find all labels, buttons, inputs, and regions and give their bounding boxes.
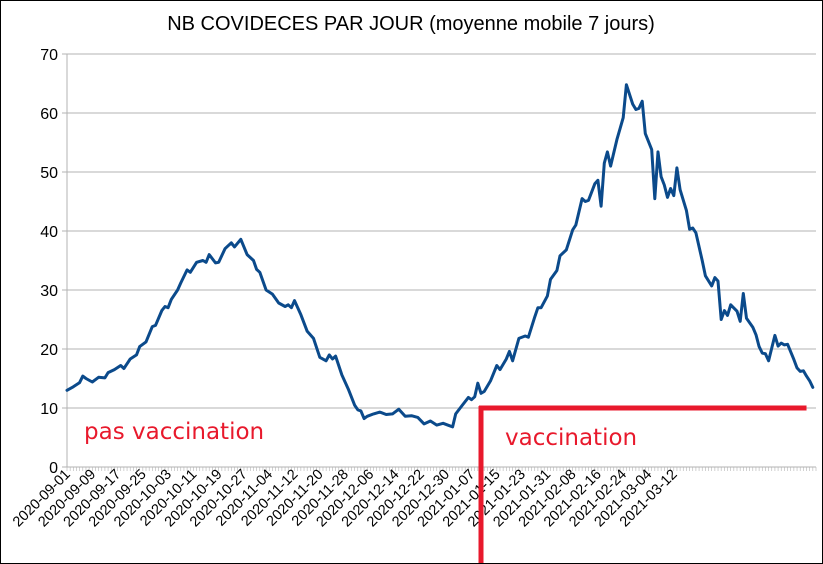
y-tick-label: 70 [40,47,58,64]
annotation-vaccination: vaccination [505,425,637,451]
chart-title: NB COVIDECES PAR JOUR (moyenne mobile 7 … [167,13,655,35]
series-layer [65,83,815,429]
x-tick-labels: 2020-09-012020-09-092020-09-172020-09-25… [10,467,681,531]
y-tick-label: 60 [40,106,58,123]
y-tick-label: 40 [40,224,58,241]
y-tick-label: 10 [40,401,58,418]
annotation-pas-vaccination: pas vaccination [84,419,264,445]
vaccination-marker [478,405,807,563]
y-tick-labels: 0 10 20 30 40 50 60 70 [40,47,58,477]
y-tick-label: 0 [49,460,58,477]
series-line [65,83,815,429]
y-tick-label: 30 [40,283,58,300]
grid-lines [62,53,816,468]
y-tick-label: 20 [40,342,58,359]
y-tick-label: 50 [40,165,58,182]
